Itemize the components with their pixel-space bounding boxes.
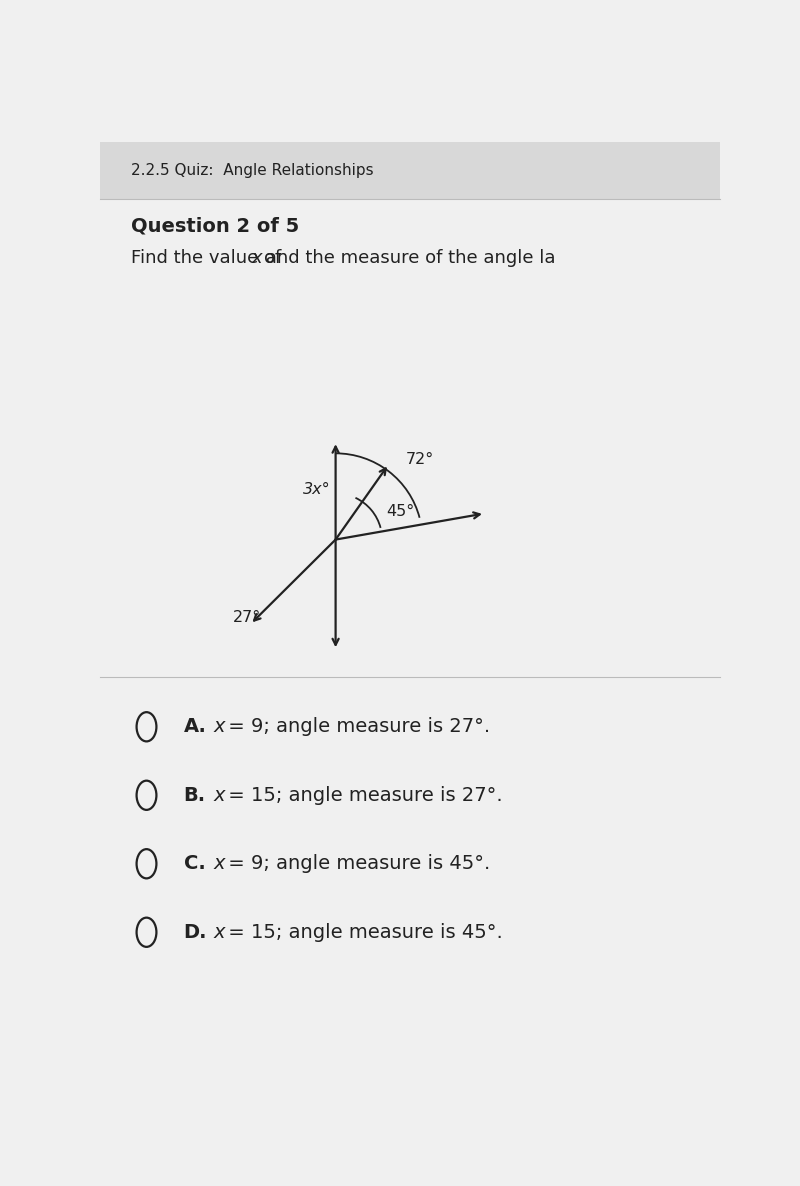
Text: D.: D. [184,923,207,942]
Text: Find the value of: Find the value of [131,249,287,267]
Text: 45°: 45° [386,504,415,519]
Text: x: x [252,249,262,267]
Text: = 9; angle measure is 45°.: = 9; angle measure is 45°. [222,854,490,873]
FancyBboxPatch shape [100,142,720,199]
Text: x: x [214,923,225,942]
Text: B.: B. [184,786,206,805]
Text: 27°: 27° [234,610,262,625]
Text: x: x [214,854,225,873]
Text: C.: C. [184,854,206,873]
Text: 72°: 72° [406,452,434,466]
Text: 2.2.5 Quiz:  Angle Relationships: 2.2.5 Quiz: Angle Relationships [131,164,374,178]
Text: Question 2 of 5: Question 2 of 5 [131,217,299,236]
Text: x: x [214,718,225,737]
Text: x: x [214,786,225,805]
Text: = 9; angle measure is 27°.: = 9; angle measure is 27°. [222,718,490,737]
Text: A.: A. [184,718,206,737]
Text: = 15; angle measure is 27°.: = 15; angle measure is 27°. [222,786,503,805]
Text: = 15; angle measure is 45°.: = 15; angle measure is 45°. [222,923,503,942]
Text: and the measure of the angle la: and the measure of the angle la [260,249,556,267]
Text: 3x°: 3x° [303,483,331,497]
